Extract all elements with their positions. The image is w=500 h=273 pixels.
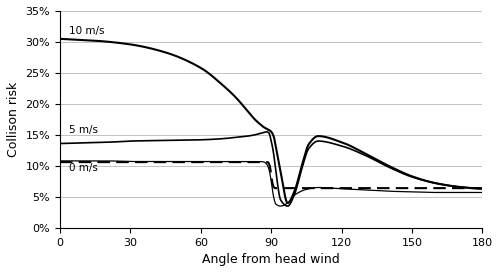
Text: 10 m/s: 10 m/s	[70, 26, 105, 36]
X-axis label: Angle from head wind: Angle from head wind	[202, 253, 340, 266]
Text: 5 m/s: 5 m/s	[70, 126, 98, 135]
Text: 0 m/s: 0 m/s	[70, 163, 98, 173]
Y-axis label: Collison risk: Collison risk	[7, 82, 20, 157]
